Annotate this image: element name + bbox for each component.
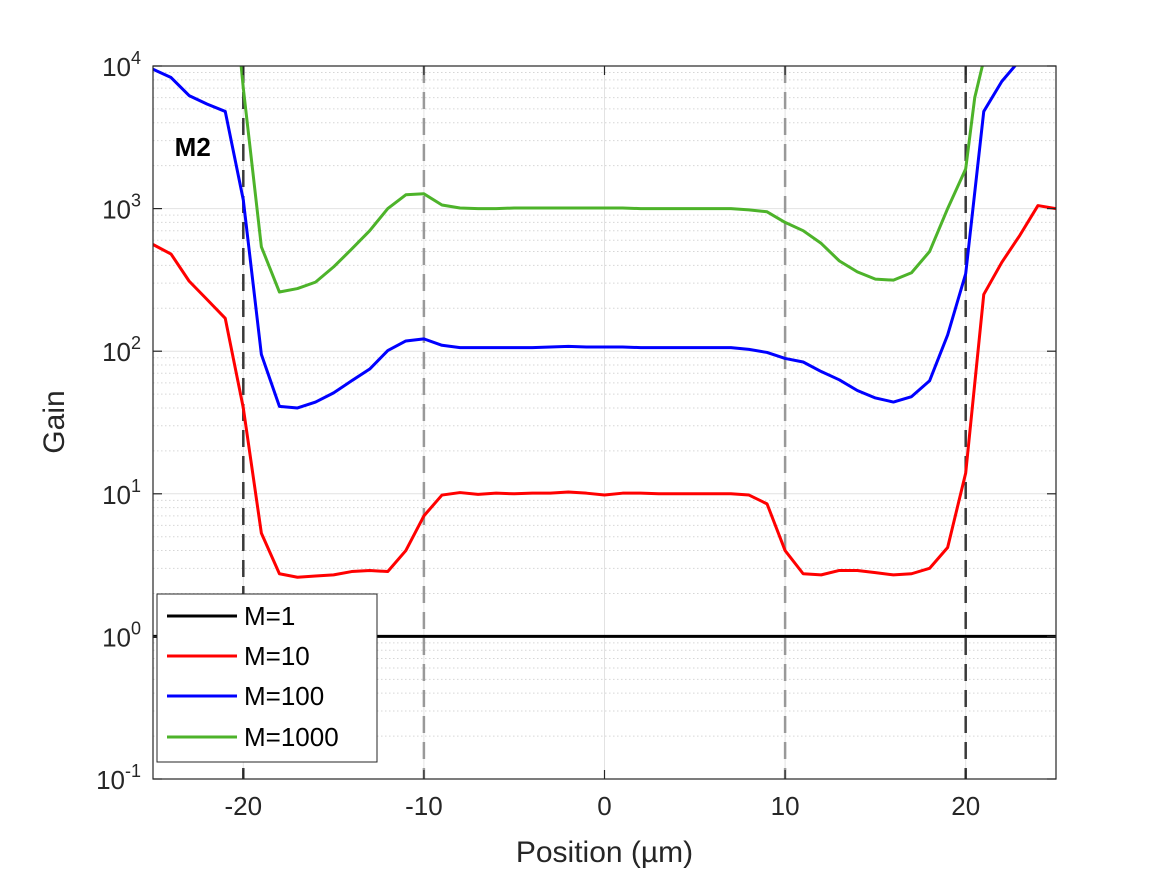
axes xyxy=(152,65,1057,780)
x-tick-label: 0 xyxy=(597,791,611,821)
y-tick-label: 101 xyxy=(102,476,141,510)
y-tick-labels: 10-1 100 101 102 103 104 xyxy=(96,48,141,795)
series-line-m10 xyxy=(153,204,1056,579)
x-tick-label: -20 xyxy=(225,791,263,821)
reference-vlines xyxy=(242,66,967,779)
legend-label-m1000: M=1000 xyxy=(244,722,339,752)
minor-gridlines xyxy=(153,72,1056,737)
y-tick-label: 103 xyxy=(102,191,141,225)
legend-box xyxy=(156,593,378,763)
annotation-m2: M2 xyxy=(175,132,211,162)
legend-label-m1: M=1 xyxy=(244,601,295,631)
series-lines xyxy=(153,66,1056,638)
y-axis-label: Gain xyxy=(38,390,71,453)
x-tick-label: 20 xyxy=(951,791,980,821)
y-tick-label: 104 xyxy=(102,48,141,82)
series-line-m100 xyxy=(153,66,1017,410)
x-axis-label: Position (µm) xyxy=(516,836,693,869)
x-tick-label: 10 xyxy=(771,791,800,821)
legend: M=1 M=10 M=100 M=1000 xyxy=(156,593,378,763)
series-line-m1000 xyxy=(239,66,984,294)
y-tick-label: 102 xyxy=(102,333,141,367)
x-tick-labels: -20 -10 0 10 20 xyxy=(225,791,981,821)
legend-label-m10: M=10 xyxy=(244,641,310,671)
y-tick-label: 10-1 xyxy=(96,761,141,795)
x-tick-label: -10 xyxy=(405,791,443,821)
y-tick-label: 100 xyxy=(102,618,141,652)
legend-label-m100: M=100 xyxy=(244,681,324,711)
